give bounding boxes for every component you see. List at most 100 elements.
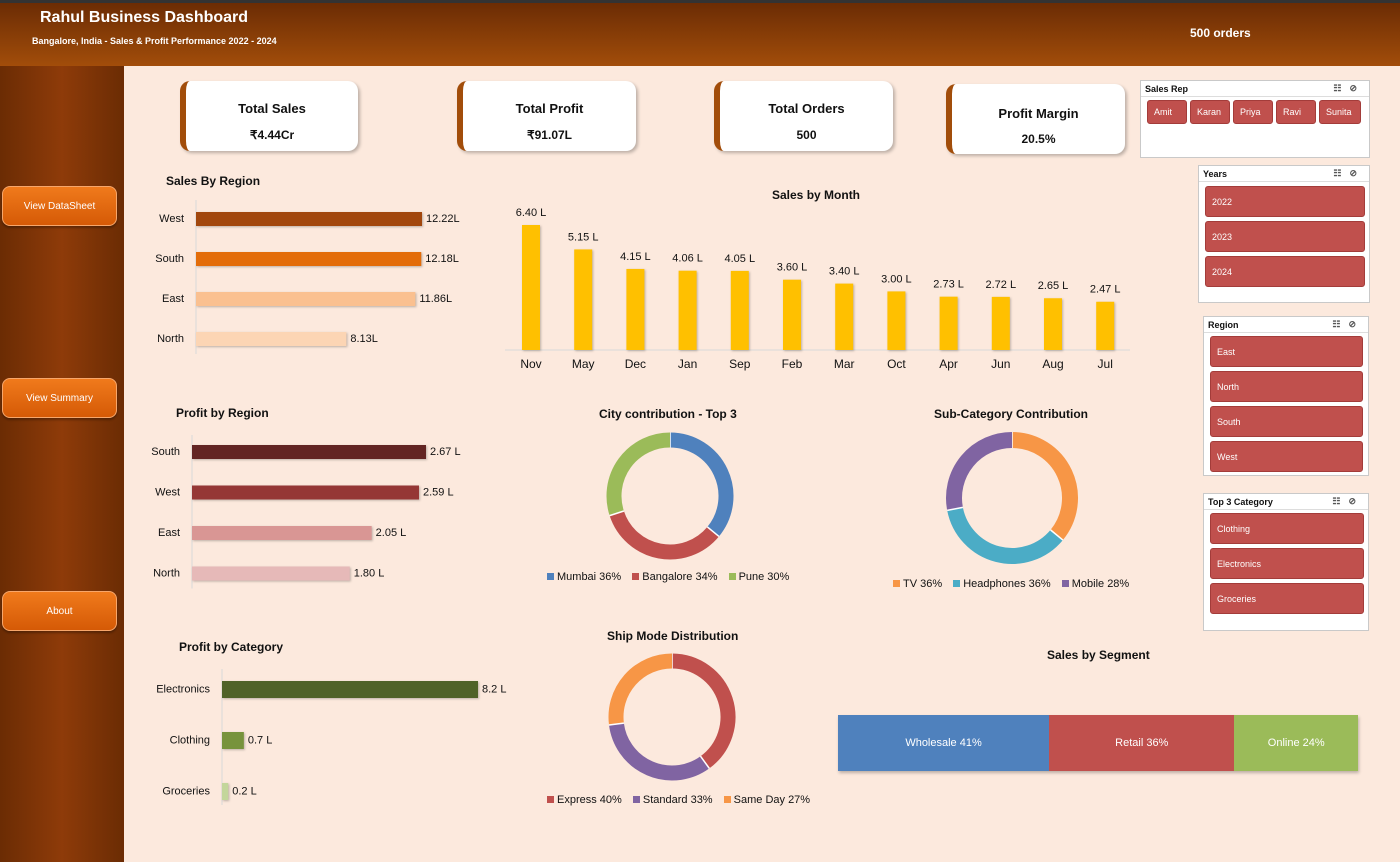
multi-select-icon[interactable]: ☷ [1332, 496, 1349, 506]
sales-by-month-title: Sales by Month [772, 188, 861, 202]
legend-swatch [893, 580, 900, 587]
kpi-profit-margin: Profit Margin 20.5% [946, 84, 1125, 154]
category-label: Clothing [170, 734, 210, 746]
data-label: 0.2 L [232, 785, 256, 797]
bar [887, 291, 906, 350]
segment-retail: Retail 36% [1049, 715, 1235, 771]
slicer-item-ravi[interactable]: Ravi [1276, 100, 1316, 124]
data-label: 12.18L [425, 253, 459, 265]
slicer-header: Top 3 Category ☷⊘ [1204, 494, 1368, 510]
data-label: 3.60 L [777, 262, 808, 274]
kpi-label: Total Sales [238, 101, 306, 116]
donut-slice [946, 432, 1013, 511]
clear-filter-icon[interactable]: ⊘ [1348, 496, 1364, 506]
bar [196, 252, 422, 266]
slicer-header: Region ☷⊘ [1204, 317, 1368, 333]
bar [196, 212, 422, 226]
dashboard-title: Rahul Business Dashboard [40, 9, 249, 26]
data-label: 6.40 L [516, 207, 547, 219]
sales-by-region-title: Sales By Region [166, 174, 261, 188]
slicer-item-groceries[interactable]: Groceries [1210, 583, 1364, 614]
clear-filter-icon[interactable]: ⊘ [1348, 319, 1364, 329]
slicer-item-priya[interactable]: Priya [1233, 100, 1273, 124]
slicer-item-west[interactable]: West [1210, 441, 1363, 472]
data-label: 2.59 L [423, 486, 454, 498]
view-summary-button[interactable]: View Summary [2, 378, 117, 418]
slicer-item-sunita[interactable]: Sunita [1319, 100, 1361, 124]
slice-divider [947, 506, 964, 512]
ship-mode-chart [608, 653, 736, 781]
subcategory-contribution-title: Sub-Category Contribution [934, 407, 1088, 421]
multi-select-icon[interactable]: ☷ [1332, 319, 1349, 329]
segment-wholesale: Wholesale 41% [838, 715, 1050, 771]
legend-entry: Standard 33% [642, 794, 713, 806]
sales-by-segment-title: Sales by Segment [1047, 648, 1150, 662]
category-label: Mar [834, 357, 855, 371]
slicer-item-karan[interactable]: Karan [1190, 100, 1230, 124]
category-label: Nov [520, 357, 541, 371]
segment-online: Online 24% [1234, 715, 1358, 771]
profit-by-category-chart: Electronics 8.2 L Clothing 0.7 L Groceries 0.… [156, 669, 506, 805]
city-contribution-title: City contribution - Top 3 [599, 407, 737, 421]
bar [991, 296, 1010, 350]
profit-by-region-title: Profit by Region [176, 406, 269, 420]
data-label: 2.73 L [933, 279, 964, 291]
data-label: 4.06 L [672, 253, 703, 265]
slicer-item-amit[interactable]: Amit [1147, 100, 1187, 124]
slicer-item-2024[interactable]: 2024 [1205, 256, 1365, 287]
category-label: Aug [1042, 357, 1063, 371]
slice-divider [609, 510, 625, 517]
slicer-header: Years ☷⊘ [1199, 166, 1369, 182]
bar [192, 526, 372, 540]
slicer-item-2023[interactable]: 2023 [1205, 221, 1365, 252]
profit-by-region-chart: South 2.67 L West 2.59 L East 2.05 L North 1.80… [151, 435, 461, 589]
bar [192, 566, 350, 581]
slicer-item-clothing[interactable]: Clothing [1210, 513, 1364, 544]
sales-by-month-chart: 6.40 L Nov 5.15 L May 4.15 L Dec 4.06 L Jan 4.05… [505, 207, 1130, 371]
legend-swatch [547, 573, 554, 580]
slicer-sales-rep: Sales Rep ☷⊘ Amit Karan Priya Ravi Sunit… [1140, 80, 1370, 158]
multi-select-icon[interactable]: ☷ [1333, 168, 1350, 178]
slicer-item-north[interactable]: North [1210, 371, 1363, 402]
bar [574, 249, 593, 350]
slicer-title: Years [1203, 169, 1228, 179]
slicer-item-electronics[interactable]: Electronics [1210, 548, 1364, 579]
city-legend: Mumbai 36% Bangalore 34% Pune 30% [547, 571, 789, 583]
slicer-item-2022[interactable]: 2022 [1205, 186, 1365, 217]
bar [222, 783, 229, 800]
about-button[interactable]: About [2, 591, 117, 631]
slicer-title: Sales Rep [1145, 84, 1189, 94]
ship-mode-legend: Express 40% Standard 33% Same Day 27% [547, 794, 810, 806]
data-label: 2.72 L [986, 279, 1017, 291]
clear-filter-icon[interactable]: ⊘ [1349, 168, 1365, 178]
clear-filter-icon[interactable]: ⊘ [1349, 83, 1365, 93]
data-label: 4.15 L [620, 251, 651, 263]
data-label: 2.47 L [1090, 284, 1121, 296]
data-label: 2.65 L [1038, 280, 1069, 292]
bar [835, 283, 854, 350]
kpi-value: 20.5% [1021, 132, 1056, 146]
bar [192, 485, 419, 500]
legend-swatch [723, 796, 731, 803]
sales-by-segment-chart: Wholesale 41% Retail 36% Online 24% [838, 715, 1358, 771]
legend-entry: Same Day 27% [733, 794, 811, 806]
data-label: 0.7 L [248, 734, 272, 746]
slicer-item-south[interactable]: South [1210, 406, 1363, 437]
sidebar: View DataSheet View Summary About [0, 66, 124, 862]
donut-slice [609, 510, 719, 560]
slicer-item-east[interactable]: East [1210, 336, 1363, 367]
kpi-value: ₹91.07L [527, 128, 572, 142]
category-label: Sep [729, 357, 751, 371]
category-label: East [162, 293, 184, 305]
city-contribution-chart [606, 432, 734, 560]
category-label: South [151, 446, 180, 458]
kpi-label: Total Orders [768, 101, 845, 116]
donut-slice [669, 432, 734, 537]
legend-entry: Bangalore 34% [642, 571, 718, 583]
bar [730, 270, 749, 350]
multi-select-icon[interactable]: ☷ [1333, 83, 1350, 93]
slice-divider [1050, 529, 1064, 541]
bar [678, 270, 697, 350]
bar [783, 279, 801, 350]
view-datasheet-button[interactable]: View DataSheet [2, 186, 117, 226]
